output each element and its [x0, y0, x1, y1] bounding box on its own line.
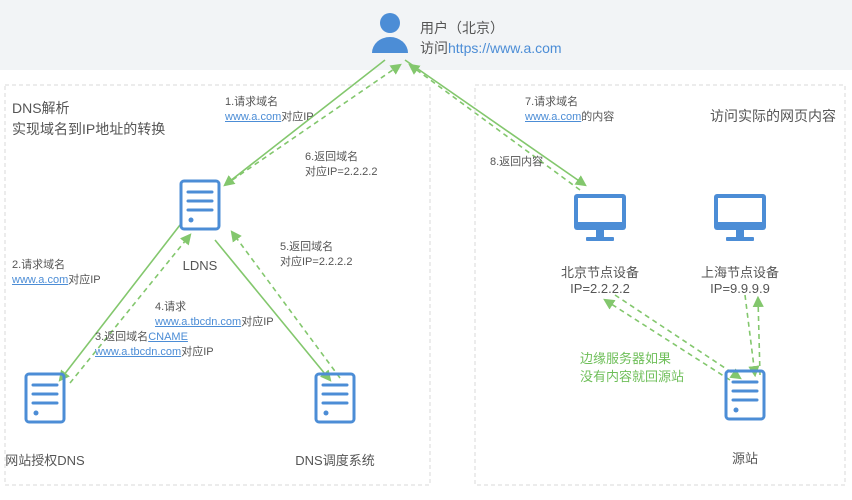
ldns-label: LDNS: [140, 258, 260, 273]
edge-label-e5: 5.返回域名对应IP=2.2.2.2: [280, 240, 352, 270]
dnssched-label: DNS调度系统: [275, 450, 395, 469]
authdns-icon: [26, 374, 64, 422]
sh-icon: [714, 194, 766, 241]
edge-label-e3: 3.返回域名CNAMEwww.a.tbcdn.com对应IP: [95, 330, 214, 360]
arrows-layer: [0, 0, 852, 500]
edge-sh-origin-back: [758, 298, 760, 375]
authdns-label: 网站授权DNS: [0, 450, 105, 469]
edge-e8: [410, 65, 580, 190]
dnssched-icon: [316, 374, 354, 422]
bj-label: 北京节点设备IP=2.2.2.2: [540, 262, 660, 296]
edge-label-e4: 4.请求www.a.tbcdn.com对应IP: [155, 300, 274, 330]
edge-label-e7: 7.请求域名www.a.com的内容: [525, 95, 614, 125]
origin-icon: [726, 371, 764, 419]
sh-label: 上海节点设备IP=9.9.9.9: [680, 262, 800, 296]
origin-note: 边缘服务器如果没有内容就回源站: [580, 350, 684, 386]
origin-label: 源站: [685, 448, 805, 467]
edge-label-e2: 2.请求域名www.a.com对应IP: [12, 258, 101, 288]
ldns-icon: [181, 181, 219, 229]
edge-label-e6: 6.返回域名对应IP=2.2.2.2: [305, 150, 377, 180]
edge-sh-origin-go: [745, 295, 755, 375]
bj-icon: [574, 194, 626, 241]
user-caption: 用户（北京）访问https://www.a.com: [420, 18, 562, 59]
edge-label-e8: 8.返回内容: [490, 155, 543, 170]
section-right-label: 访问实际的网页内容: [710, 106, 836, 126]
icons-layer: [0, 0, 852, 500]
edge-label-e1: 1.请求域名www.a.com对应IP: [225, 95, 314, 125]
section-left-label: DNS解析实现域名到IP地址的转换: [12, 98, 165, 140]
